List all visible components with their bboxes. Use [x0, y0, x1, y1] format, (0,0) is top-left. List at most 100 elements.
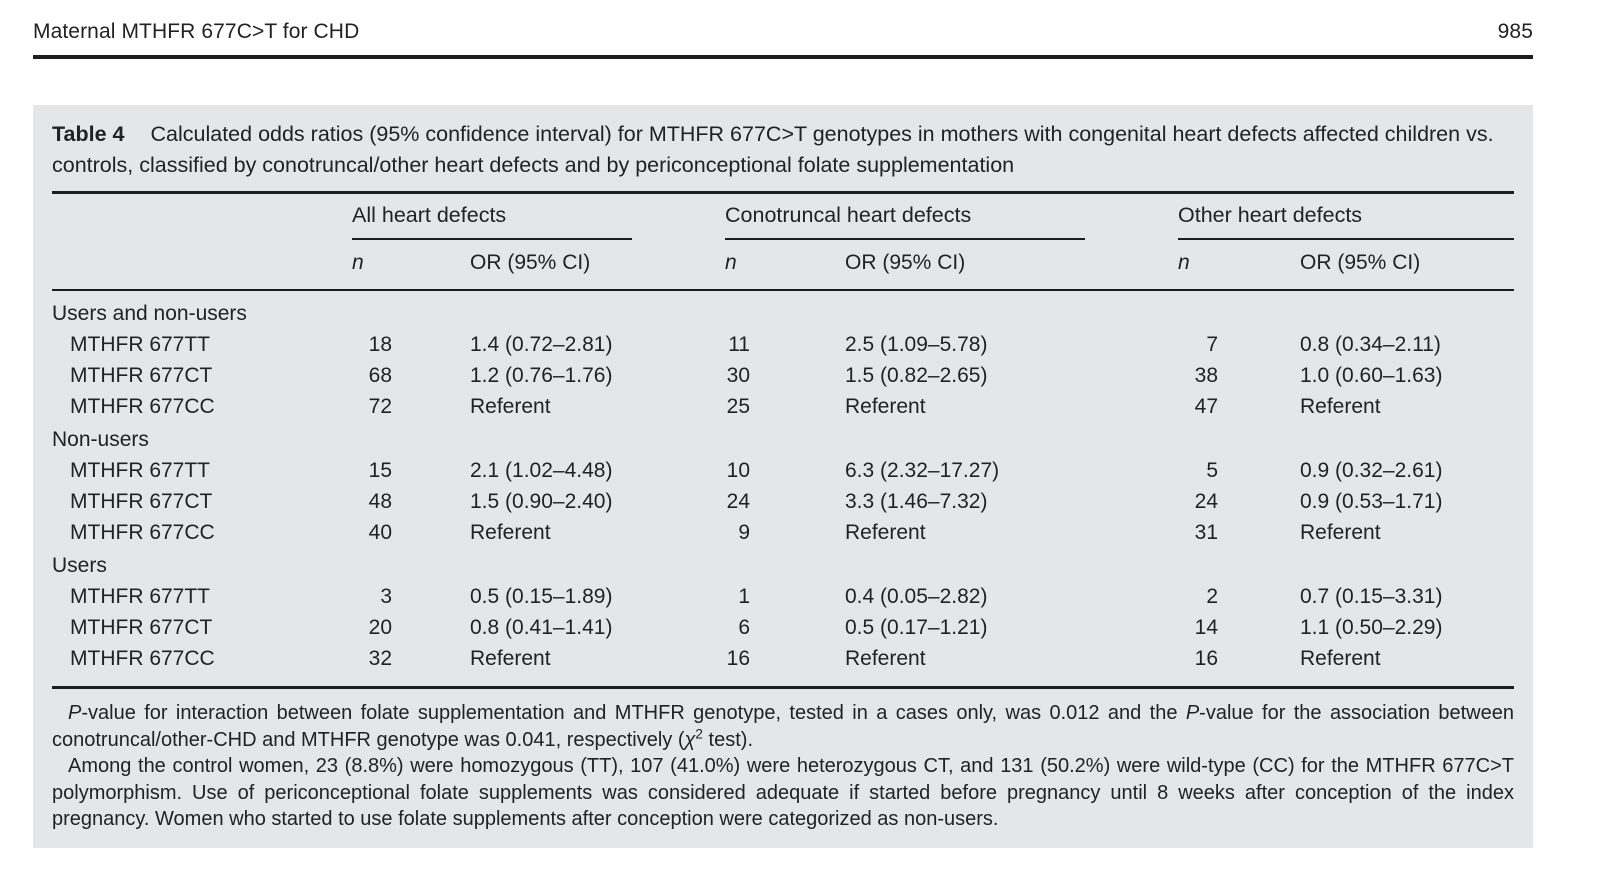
cell-all-or: Referent	[470, 521, 551, 544]
column-group-all: All heart defects	[352, 193, 725, 240]
cell-all-n: 3	[380, 585, 392, 608]
cell-all-n: 72	[368, 395, 392, 418]
cell-other-n: 7	[1206, 333, 1218, 356]
table-caption: Table 4 Calculated odds ratios (95% confi…	[52, 119, 1514, 181]
cell-all-or: Referent	[470, 395, 551, 418]
stub-cell	[52, 240, 352, 291]
cell-all-or: 1.5 (0.90–2.40)	[470, 490, 613, 513]
table-row: MTHFR 677CT 20 0.8 (0.41–1.41) 6 0.5 (0.17–1…	[52, 612, 1514, 643]
cell-other-n: 5	[1206, 459, 1218, 482]
cell-conotruncal-n: 25	[726, 395, 750, 418]
cell-conotruncal-n: 6	[738, 616, 750, 639]
n-label: n	[352, 251, 364, 274]
n-label: n	[725, 251, 737, 274]
cell-all-or: 1.4 (0.72–2.81)	[470, 333, 613, 356]
table-panel: Table 4 Calculated odds ratios (95% confi…	[33, 105, 1533, 848]
footnote: Among the control women, 23 (8.8%) were …	[52, 755, 1514, 830]
cell-all-or: 2.1 (1.02–4.48)	[470, 459, 613, 482]
cell-all-or: 0.5 (0.15–1.89)	[470, 585, 613, 608]
cell-conotruncal-n: 1	[738, 585, 750, 608]
cell-other-or: 0.9 (0.53–1.71)	[1300, 490, 1443, 513]
cell-genotype: MTHFR 677CT	[70, 490, 213, 513]
cell-genotype: MTHFR 677CT	[70, 364, 213, 387]
table-row: MTHFR 677CT 68 1.2 (0.76–1.76) 30 1.5 (0.82–…	[52, 360, 1514, 391]
cell-all-or: Referent	[470, 647, 551, 670]
cell-conotruncal-or: Referent	[845, 521, 926, 544]
cell-other-or: 0.9 (0.32–2.61)	[1300, 459, 1443, 482]
table-label: Table 4	[52, 122, 125, 146]
cell-genotype: MTHFR 677CT	[70, 616, 213, 639]
cell-conotruncal-n: 30	[726, 364, 750, 387]
group-underline	[1178, 238, 1515, 240]
cell-other-n: 31	[1194, 521, 1218, 544]
column-group-row: All heart defects Conotruncal heart defe…	[52, 193, 1515, 241]
cell-other-or: 1.1 (0.50–2.29)	[1300, 616, 1443, 639]
cell-genotype: MTHFR 677CC	[70, 521, 215, 544]
cell-other-n: 38	[1194, 364, 1218, 387]
footnote: P-value for interaction between folate s…	[52, 702, 1514, 751]
table-row: MTHFR 677TT 3 0.5 (0.15–1.89) 1 0.4 (0.05–2.…	[52, 581, 1514, 612]
group-underline	[725, 238, 1085, 240]
column-group-conotruncal: Conotruncal heart defects	[725, 193, 1178, 240]
subheader-row: n OR (95% CI) n OR (95% CI) n OR (95% CI…	[52, 240, 1515, 291]
cell-conotruncal-or: Referent	[845, 647, 926, 670]
cell-other-n: 2	[1206, 585, 1218, 608]
cell-other-n: 47	[1194, 395, 1218, 418]
cell-all-n: 32	[368, 647, 392, 670]
cell-conotruncal-n: 10	[726, 459, 750, 482]
cell-all-n: 40	[368, 521, 392, 544]
cell-all-n: 18	[368, 333, 392, 356]
cell-conotruncal-or: 0.5 (0.17–1.21)	[845, 616, 988, 639]
table-caption-text: Calculated odds ratios (95% confidence i…	[52, 122, 1494, 177]
table-row: MTHFR 677CC 40 Referent 9 Referent 31 Referent	[52, 517, 1514, 548]
cell-conotruncal-n: 11	[728, 333, 750, 356]
group-label: Users	[52, 554, 107, 577]
cell-all-n: 48	[368, 490, 392, 513]
cell-conotruncal-n: 16	[726, 647, 750, 670]
table-row: MTHFR 677TT 18 1.4 (0.72–2.81) 11 2.5 (1.09–…	[52, 329, 1514, 360]
cell-all-or: 0.8 (0.41–1.41)	[470, 616, 613, 639]
cell-genotype: MTHFR 677TT	[70, 585, 211, 608]
cell-conotruncal-or: 6.3 (2.32–17.27)	[845, 459, 1000, 482]
table-row: MTHFR 677CT 48 1.5 (0.90–2.40) 24 3.3 (1.46–…	[52, 486, 1514, 517]
group-label: Non-users	[52, 428, 149, 451]
page-header: Maternal MTHFR 677C>T for CHD 985	[33, 20, 1533, 44]
cell-other-or: 0.7 (0.15–3.31)	[1300, 585, 1443, 608]
subheader-or-other: OR (95% CI)	[1300, 240, 1515, 291]
cell-all-n: 15	[368, 459, 392, 482]
cell-genotype: MTHFR 677TT	[70, 333, 211, 356]
subheader-or-all: OR (95% CI)	[470, 240, 725, 291]
cell-other-n: 14	[1194, 616, 1218, 639]
group-label-row: Users	[52, 548, 1514, 581]
cell-conotruncal-n: 9	[738, 521, 750, 544]
page-number: 985	[1497, 20, 1533, 43]
column-group-other-label: Other heart defects	[1178, 203, 1363, 227]
cell-other-or: Referent	[1300, 521, 1381, 544]
group-underline	[352, 238, 632, 240]
odds-ratio-table: All heart defects Conotruncal heart defe…	[52, 191, 1515, 689]
stub-cell	[52, 193, 352, 241]
subheader-n-all: n	[352, 240, 470, 291]
subheader-n-other: n	[1178, 240, 1300, 291]
cell-conotruncal-or: 2.5 (1.09–5.78)	[845, 333, 988, 356]
group-label-row: Users and non-users	[52, 290, 1514, 329]
cell-other-or: 1.0 (0.60–1.63)	[1300, 364, 1443, 387]
cell-genotype: MTHFR 677CC	[70, 647, 215, 670]
cell-all-or: 1.2 (0.76–1.76)	[470, 364, 613, 387]
subheader-or-conotruncal: OR (95% CI)	[845, 240, 1178, 291]
running-head-title: Maternal MTHFR 677C>T for CHD	[33, 20, 360, 43]
cell-other-or: Referent	[1300, 647, 1381, 670]
column-group-all-label: All heart defects	[352, 203, 507, 227]
cell-all-n: 20	[368, 616, 392, 639]
table-row: MTHFR 677CC 32 Referent 16 Referent 16 Referen…	[52, 643, 1514, 688]
group-label: Users and non-users	[52, 302, 247, 325]
cell-conotruncal-n: 24	[726, 490, 750, 513]
cell-other-or: Referent	[1300, 395, 1381, 418]
n-label: n	[1178, 251, 1190, 274]
cell-genotype: MTHFR 677CC	[70, 395, 215, 418]
cell-conotruncal-or: 3.3 (1.46–7.32)	[845, 490, 988, 513]
column-group-conotruncal-label: Conotruncal heart defects	[725, 203, 972, 227]
table-row: MTHFR 677CC 72 Referent 25 Referent 47 Referen…	[52, 391, 1514, 422]
subheader-n-conotruncal: n	[725, 240, 845, 291]
column-group-other: Other heart defects	[1178, 193, 1515, 240]
